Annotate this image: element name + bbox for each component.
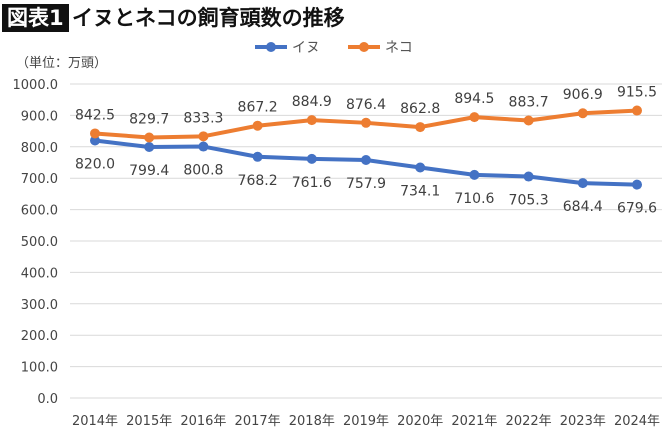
figure-number-badge: 図表1 <box>2 4 69 32</box>
y-tick-label: 1000.0 <box>13 78 59 93</box>
x-tick-label: 2017年 <box>235 414 281 429</box>
data-point <box>198 131 209 142</box>
x-tick-label: 2024年 <box>614 414 660 429</box>
data-label: 800.8 <box>183 163 223 179</box>
legend-label: ネコ <box>385 40 413 56</box>
x-tick-label: 2014年 <box>72 414 118 429</box>
data-label: 906.9 <box>563 87 603 103</box>
y-tick-label: 200.0 <box>21 329 58 344</box>
data-label: 915.5 <box>617 85 657 101</box>
data-point <box>144 141 155 152</box>
unit-label: （単位：万頭） <box>16 56 108 71</box>
y-tick-label: 0.0 <box>37 392 58 407</box>
y-tick-label: 900.0 <box>21 109 58 124</box>
x-tick-label: 2015年 <box>126 414 172 429</box>
x-tick-label: 2022年 <box>506 414 552 429</box>
data-label: 829.7 <box>129 111 169 127</box>
data-label: 710.6 <box>454 191 494 207</box>
data-point <box>306 153 317 164</box>
data-point <box>632 105 642 116</box>
y-tick-label: 400.0 <box>21 266 58 281</box>
data-label: 842.5 <box>75 107 115 123</box>
legend-marker <box>359 42 369 52</box>
x-tick-label: 2018年 <box>289 414 335 429</box>
data-point <box>361 155 371 166</box>
data-point <box>198 141 209 152</box>
data-point <box>361 117 371 128</box>
data-label: 867.2 <box>238 100 278 116</box>
data-label: 705.3 <box>509 193 549 209</box>
data-point <box>144 132 155 143</box>
data-label: 820.0 <box>75 157 115 173</box>
y-tick-label: 500.0 <box>21 235 58 250</box>
y-tick-label: 100.0 <box>21 361 58 376</box>
y-tick-label: 600.0 <box>21 204 58 219</box>
data-label: 799.4 <box>129 163 169 179</box>
x-tick-label: 2016年 <box>180 414 226 429</box>
data-point <box>306 115 317 126</box>
data-point <box>415 162 426 173</box>
legend-label: イヌ <box>292 40 320 56</box>
data-label: 757.9 <box>346 176 386 192</box>
data-label: 883.7 <box>509 95 549 111</box>
chart-title: イヌとネコの飼育頭数の推移 <box>72 6 345 30</box>
data-point <box>523 115 534 126</box>
data-point <box>252 120 263 131</box>
data-label: 679.6 <box>617 201 657 217</box>
data-point <box>632 179 642 190</box>
data-point <box>577 178 588 189</box>
data-point <box>90 128 100 139</box>
y-tick-label: 700.0 <box>21 172 58 187</box>
data-point <box>469 112 480 123</box>
data-point <box>469 169 480 180</box>
data-point <box>415 122 426 133</box>
x-tick-label: 2021年 <box>451 414 497 429</box>
data-point <box>252 151 263 162</box>
data-label: 862.8 <box>400 101 440 117</box>
x-tick-label: 2019年 <box>343 414 389 429</box>
y-tick-label: 300.0 <box>21 298 58 313</box>
data-label: 761.6 <box>292 175 332 191</box>
data-label: 884.9 <box>292 94 332 110</box>
data-label: 684.4 <box>563 199 603 215</box>
x-tick-label: 2023年 <box>560 414 606 429</box>
data-label: 894.5 <box>454 91 494 107</box>
data-point <box>577 108 588 119</box>
legend-marker <box>266 42 276 52</box>
x-tick-label: 2020年 <box>397 414 443 429</box>
data-point <box>523 171 534 182</box>
y-tick-label: 800.0 <box>21 141 58 156</box>
data-label: 768.2 <box>238 173 278 189</box>
data-label: 734.1 <box>400 183 440 199</box>
data-point <box>90 135 100 146</box>
data-label: 876.4 <box>346 97 386 113</box>
data-label: 833.3 <box>183 110 223 126</box>
